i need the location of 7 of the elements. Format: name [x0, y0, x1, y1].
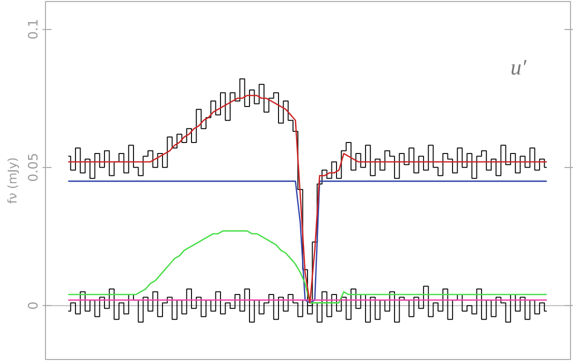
y-tick-label: 0: [26, 301, 42, 310]
line-series: [68, 180, 548, 304]
line-series: [68, 230, 548, 304]
y-tick-label: 0.05: [26, 152, 42, 182]
annotation: u′: [510, 54, 528, 80]
y-axis-title: fν (mJy): [6, 157, 20, 204]
y-tick-label: 0.1: [26, 18, 42, 40]
